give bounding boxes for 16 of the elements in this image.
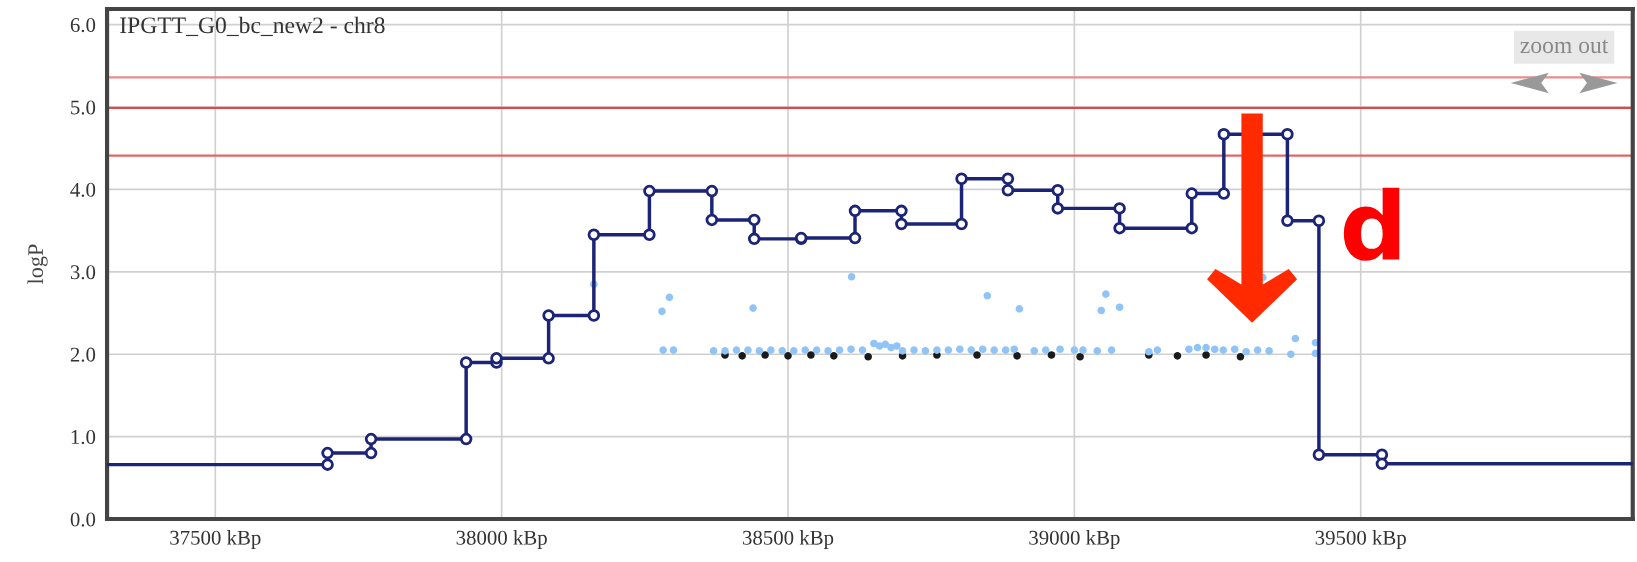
x-tick-label: 37500 kBp xyxy=(170,530,261,550)
y-tick-label: 2.0 xyxy=(70,347,96,362)
chart-title: IPGTT_G0_bc_new2 - chr8 xyxy=(120,16,385,37)
x-tick-label: 38000 kBp xyxy=(456,530,547,550)
y-tick-label: 6.0 xyxy=(70,18,96,33)
x-tick-label: 39000 kBp xyxy=(1029,530,1120,550)
y-tick-label: 4.0 xyxy=(70,182,96,197)
y-axis-title: logP xyxy=(27,244,48,284)
x-tick-label: 39500 kBp xyxy=(1315,530,1406,550)
annotation: zoom out xyxy=(1520,39,1609,54)
y-tick-label: 1.0 xyxy=(71,429,96,445)
x-tick-label: 38500 kBp xyxy=(742,530,834,550)
annotation: d xyxy=(1343,187,1400,261)
y-tick-label: 0.0 xyxy=(70,512,96,527)
y-tick-label: 3.0 xyxy=(70,265,96,280)
y-tick-label: 5.0 xyxy=(71,100,96,115)
